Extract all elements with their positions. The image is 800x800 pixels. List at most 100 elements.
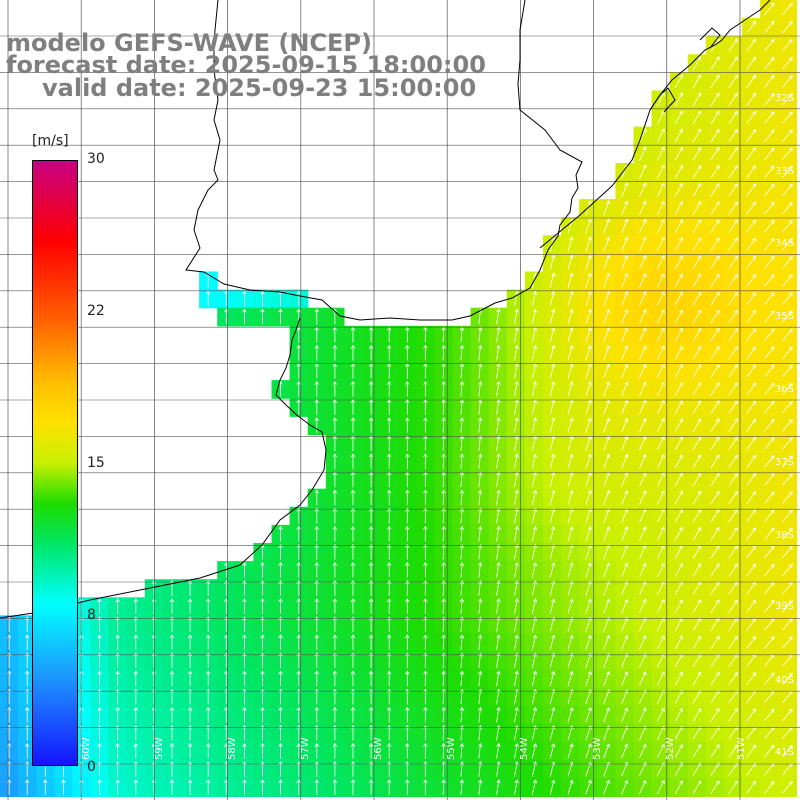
wind-arrow <box>332 779 338 795</box>
wind-arrow <box>514 743 519 759</box>
wind-arrow <box>549 525 556 542</box>
wind-arrow <box>728 328 738 342</box>
wind-arrow <box>368 507 374 524</box>
wind-arrow <box>746 20 757 34</box>
wind-arrow <box>710 454 720 469</box>
wind-arrow <box>477 471 483 488</box>
wind-arrow <box>639 761 647 777</box>
wind-arrow <box>423 380 428 397</box>
wind-speed-cell <box>724 506 743 526</box>
wind-arrow <box>405 598 410 614</box>
wind-arrow <box>423 742 428 759</box>
wind-arrow <box>728 563 738 577</box>
wind-arrow <box>531 580 538 596</box>
wind-arrow <box>260 634 265 650</box>
wind-speed-cell <box>742 36 761 55</box>
wind-arrow <box>350 670 356 687</box>
wind-speed-cell <box>651 452 671 472</box>
wind-arrow <box>764 400 775 414</box>
wind-arrow <box>692 490 702 505</box>
wind-speed-cell <box>724 271 743 291</box>
wind-arrow <box>656 454 665 469</box>
wind-arrow <box>656 255 665 270</box>
wind-arrow <box>350 706 356 723</box>
wind-arrow <box>603 761 611 777</box>
wind-arrow <box>514 543 519 560</box>
wind-arrow <box>242 308 247 325</box>
wind-arrow <box>441 380 446 397</box>
wind-arrow <box>656 599 665 614</box>
wind-speed-cell <box>687 126 707 146</box>
wind-arrow <box>296 561 301 578</box>
wind-speed-cell <box>778 36 797 55</box>
wind-speed-cell <box>778 54 797 73</box>
wind-arrow <box>278 580 283 596</box>
wind-speed-cell <box>742 524 761 544</box>
wind-arrow <box>782 219 793 233</box>
wind-arrow <box>728 454 738 468</box>
wind-arrow <box>549 326 556 343</box>
wind-arrow <box>496 417 501 433</box>
wind-arrow <box>656 381 665 396</box>
wind-arrow <box>746 310 757 324</box>
wind-arrow <box>746 255 757 269</box>
wind-arrow <box>782 600 793 613</box>
wind-arrow <box>782 581 793 595</box>
wind-arrow <box>639 381 647 397</box>
wind-arrow <box>514 580 519 596</box>
wind-arrow <box>350 561 356 578</box>
wind-arrow <box>782 2 793 16</box>
wind-speed-cell <box>669 579 689 598</box>
wind-arrow <box>764 437 775 450</box>
wind-speed-cell <box>651 633 671 653</box>
wind-arrow <box>260 580 265 596</box>
wind-speed-cell <box>687 742 707 761</box>
wind-arrow <box>639 743 647 759</box>
wind-arrow <box>782 491 793 504</box>
wind-arrow <box>549 706 556 723</box>
wind-arrow <box>115 634 120 650</box>
wind-arrow <box>549 616 556 632</box>
wind-speed-cell <box>705 597 725 616</box>
wind-arrow <box>746 92 757 106</box>
wind-arrow <box>674 273 683 288</box>
wind-arrow <box>639 635 647 650</box>
wind-speed-cell <box>669 199 689 218</box>
wind-arrow <box>585 670 592 687</box>
wind-arrow <box>585 345 592 361</box>
wind-speed-cell <box>705 506 725 526</box>
wind-speed-cell <box>651 380 671 399</box>
wind-arrow <box>603 345 611 361</box>
wind-arrow <box>549 417 556 433</box>
wind-speed-cell <box>687 253 707 273</box>
wind-speed-cell <box>742 687 761 707</box>
wind-arrow <box>242 742 247 759</box>
wind-speed-cell <box>724 561 743 580</box>
wind-arrow <box>710 92 720 107</box>
wind-arrow <box>368 742 374 759</box>
wind-arrow <box>639 291 647 306</box>
wind-arrow <box>621 508 629 523</box>
wind-arrow <box>656 617 665 632</box>
wind-speed-cell <box>778 108 797 128</box>
wind-arrow <box>621 598 629 614</box>
colorbar-tick-8: 8 <box>87 607 96 623</box>
wind-arrow <box>621 236 629 252</box>
wind-speed-cell <box>760 778 779 797</box>
wind-speed-cell <box>669 307 689 327</box>
wind-speed-cell <box>742 217 761 236</box>
wind-speed-cell <box>742 778 761 797</box>
wind-arrow <box>97 779 102 795</box>
wind-arrow <box>260 561 265 578</box>
wind-speed-cell <box>651 778 671 797</box>
wind-arrow <box>169 706 175 723</box>
wind-speed-cell <box>742 343 761 363</box>
wind-arrow <box>656 399 665 415</box>
wind-arrow <box>386 561 392 578</box>
wind-speed-cell <box>669 90 689 110</box>
wind-arrow <box>692 599 702 614</box>
wind-speed-cell <box>778 18 797 37</box>
lat-label-35s: 35S <box>774 311 794 322</box>
wind-arrow <box>187 706 193 723</box>
